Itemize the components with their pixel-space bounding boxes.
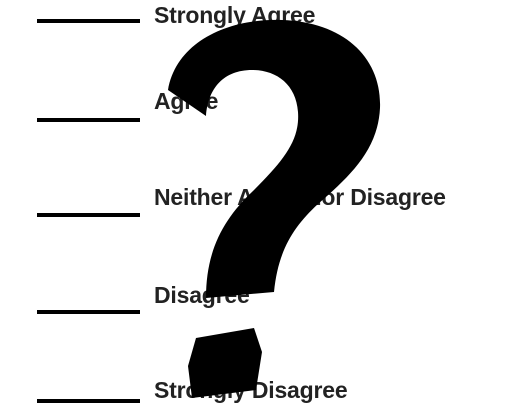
answer-blank-disagree[interactable] bbox=[37, 310, 140, 314]
answer-blank-strongly-disagree[interactable] bbox=[37, 399, 140, 403]
option-label-disagree: Disagree bbox=[154, 282, 250, 308]
option-label-strongly-agree: Strongly Agree bbox=[154, 2, 316, 28]
answer-blank-agree[interactable] bbox=[37, 118, 140, 122]
option-label-neutral: Neither Agree nor Disagree bbox=[154, 184, 446, 210]
answer-blank-strongly-agree[interactable] bbox=[37, 19, 140, 23]
option-label-strongly-disagree: Strongly Disagree bbox=[154, 377, 348, 403]
answer-blank-neutral[interactable] bbox=[37, 213, 140, 217]
option-label-agree: Agree bbox=[154, 88, 219, 114]
